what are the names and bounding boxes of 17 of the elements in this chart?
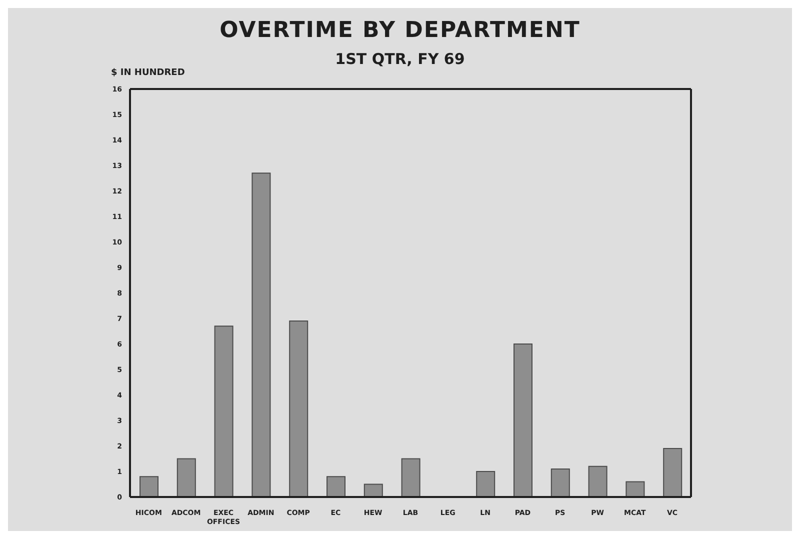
bar xyxy=(252,172,271,497)
bar xyxy=(401,458,420,497)
y-axis-title: $ IN HUNDRED xyxy=(111,68,185,78)
chart-title: OVERTIME BY DEPARTMENT xyxy=(218,18,582,43)
bar xyxy=(289,320,308,497)
bar xyxy=(663,448,682,497)
bar xyxy=(626,481,645,497)
bar xyxy=(140,476,158,497)
bar xyxy=(214,326,234,497)
bar xyxy=(588,466,608,497)
chart-subtitle: 1ST QTR, FY 69 xyxy=(334,50,466,68)
bar xyxy=(476,471,496,497)
bar xyxy=(326,476,346,497)
bar xyxy=(176,458,196,497)
bar xyxy=(514,344,532,497)
bar xyxy=(550,468,570,497)
bar xyxy=(364,484,383,497)
